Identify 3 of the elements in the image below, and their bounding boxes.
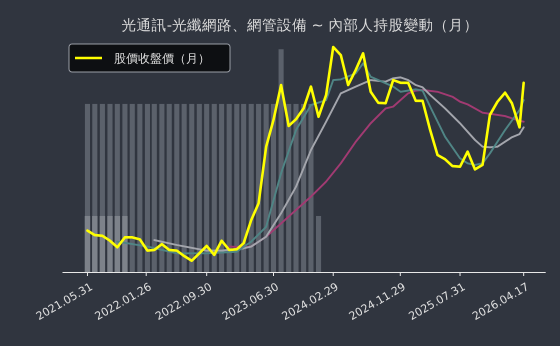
chart-title: 光通訊-光纖網路、網管設備 ~ 內部人持股變動（月） (122, 17, 478, 34)
legend: 股價收盤價（月） (68, 44, 230, 72)
legend-label: 股價收盤價（月） (114, 52, 210, 66)
